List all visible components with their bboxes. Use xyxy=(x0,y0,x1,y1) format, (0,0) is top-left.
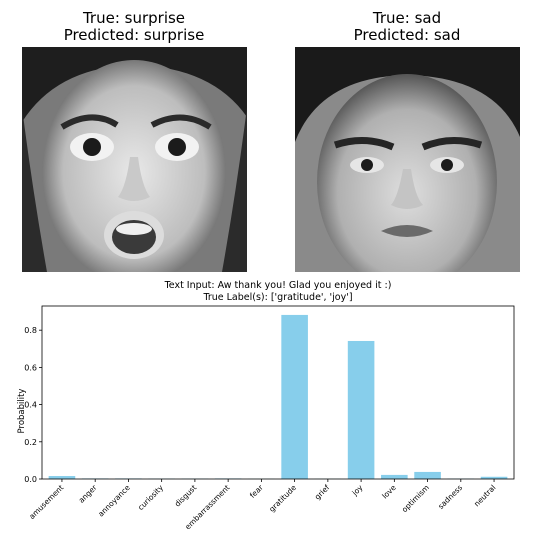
x-tick-label-gratitude: gratitude xyxy=(267,483,298,514)
panel-2-predicted-label: Predicted: sad xyxy=(353,26,461,44)
y-tick-label: 0.6 xyxy=(24,363,37,372)
y-tick-label: 0.0 xyxy=(24,475,37,484)
probability-bar-chart: Text Input: Aw thank you! Glad you enjoy… xyxy=(17,280,515,531)
bars-group xyxy=(48,314,508,479)
x-tick-label-joy: joy xyxy=(350,483,365,498)
bar-joy xyxy=(347,340,375,479)
x-tick-label-disgust: disgust xyxy=(173,483,199,509)
x-tick-label-fear: fear xyxy=(248,482,266,500)
bar-love xyxy=(381,474,408,479)
x-tick-label-curiosity: curiosity xyxy=(136,483,165,512)
x-tick-label-optimism: optimism xyxy=(400,483,431,514)
surprise-face-image xyxy=(22,47,247,272)
panel-2-true-label: True: sad xyxy=(372,9,442,27)
y-tick-label: 0.4 xyxy=(24,401,37,410)
chart-title-line-2: True Label(s): ['gratitude', 'joy'] xyxy=(202,292,352,303)
bar-amusement xyxy=(48,476,76,479)
x-tick-label-neutral: neutral xyxy=(472,483,497,508)
x-tick-label-anger: anger xyxy=(77,482,99,504)
bar-neutral xyxy=(480,476,508,479)
chart-title-line-1: Text Input: Aw thank you! Glad you enjoy… xyxy=(164,280,392,291)
bar-optimism xyxy=(414,471,441,479)
panel-1-predicted-label: Predicted: surprise xyxy=(63,26,205,44)
y-axis-label: Probability xyxy=(17,389,27,434)
x-tick-label-sadness: sadness xyxy=(436,483,464,511)
x-tick-label-amusement: amusement xyxy=(27,483,65,521)
x-tick-label-love: love xyxy=(380,483,398,501)
y-tick-label: 0.2 xyxy=(24,438,37,447)
x-tick-label-grief: grief xyxy=(313,483,332,502)
sad-face-image xyxy=(295,47,520,272)
y-tick-label: 0.8 xyxy=(24,326,37,335)
x-tick-label-annoyance: annoyance xyxy=(96,483,132,519)
bar-gratitude xyxy=(281,314,308,479)
plot-frame xyxy=(41,305,515,480)
y-ticks-group: 0.0 0.2 0.4 0.6 0.8 xyxy=(24,326,42,484)
panel-1-true-label: True: surprise xyxy=(82,9,186,27)
